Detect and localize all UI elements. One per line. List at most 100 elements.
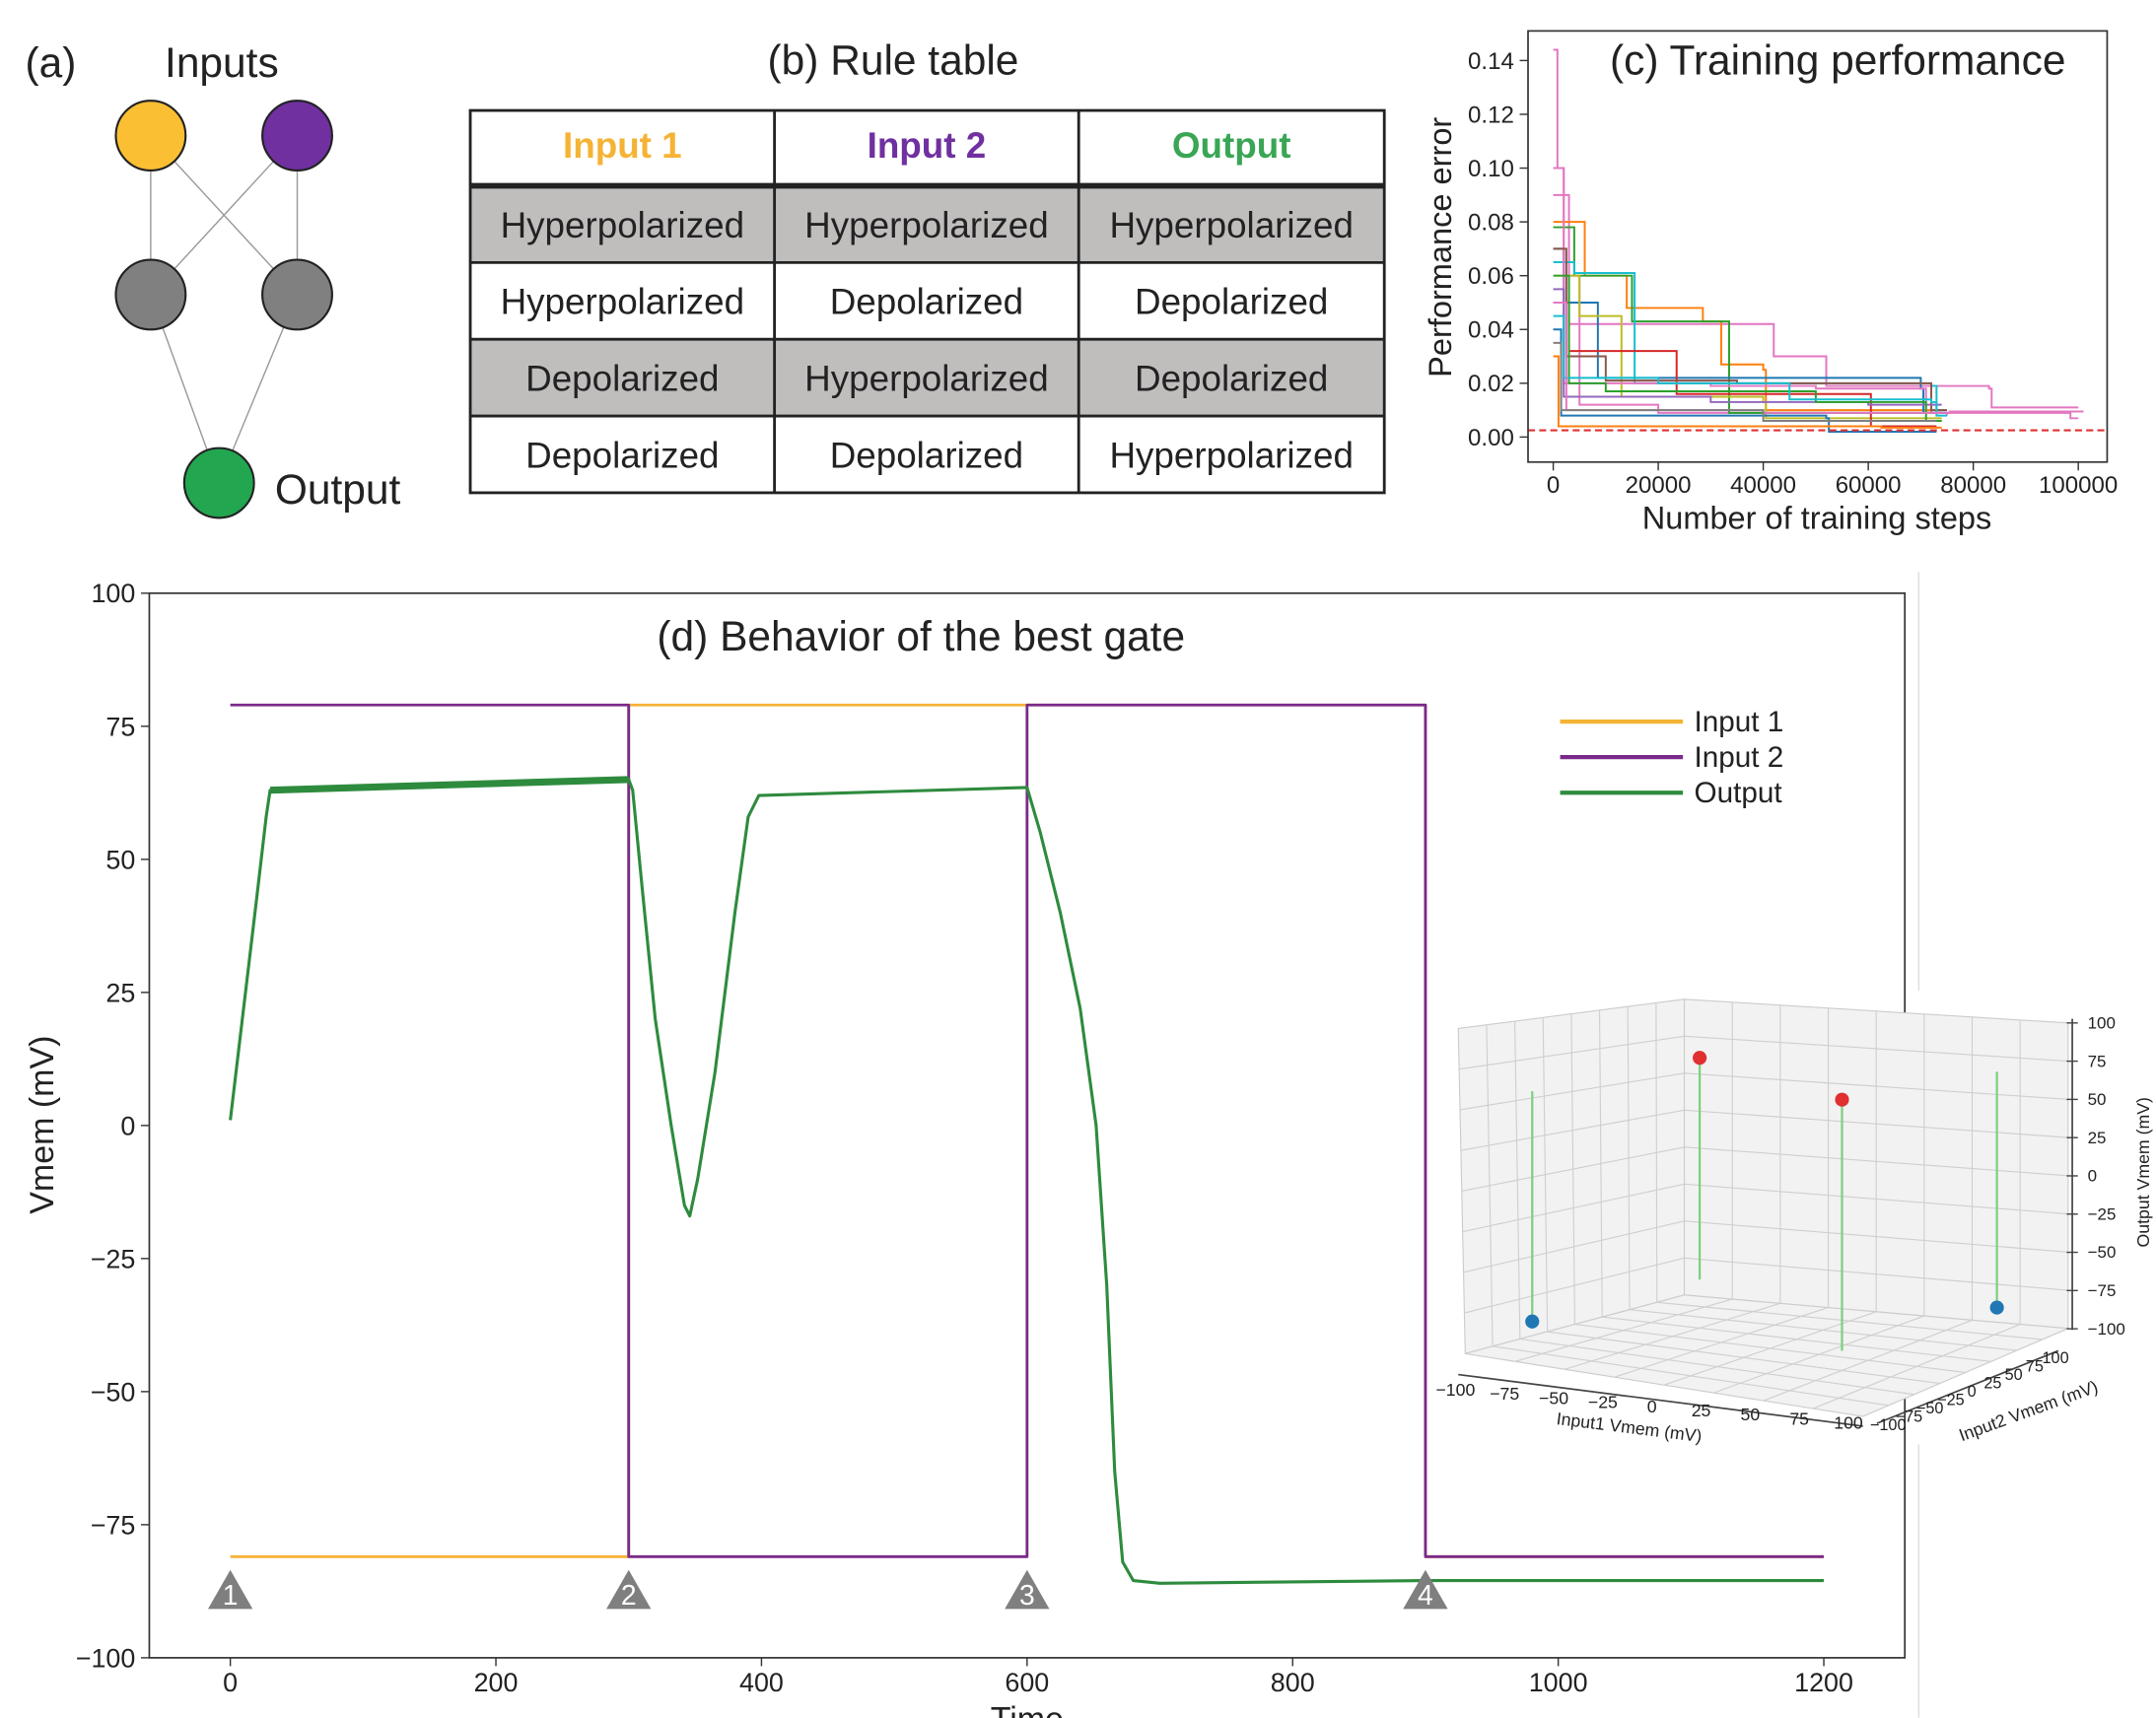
chart-d-xlabel: Time — [991, 1701, 1064, 1718]
grid-line — [1684, 1257, 2068, 1291]
table-cell: Hyperpolarized — [1109, 205, 1353, 245]
y-axis-label: Input2 Vmem (mV) — [1956, 1377, 2100, 1446]
input1-node — [114, 100, 187, 172]
y-tick-label: −100 — [76, 1643, 136, 1673]
inset-3d-scatter: 1007550250−25−50−75−100−100−100−75−75−50… — [1435, 998, 2153, 1446]
z-tick-label: 100 — [2088, 1013, 2116, 1032]
time-marker-label: 1 — [223, 1579, 239, 1611]
y-tick-label: −100 — [1870, 1416, 1907, 1434]
table-cell: Depolarized — [525, 359, 719, 399]
table-cell: Hyperpolarized — [804, 205, 1048, 245]
z-tick-label: −75 — [2088, 1281, 2117, 1300]
y-tick-label: 0.14 — [1468, 48, 1514, 75]
rule-table: (b) Rule table Input 1 Input 2 Output Hyper… — [468, 36, 1386, 495]
time-marker-label: 4 — [1418, 1579, 1433, 1611]
x-tick-label: 1200 — [1794, 1668, 1853, 1697]
training-curve — [1553, 48, 1949, 416]
training-curve — [1553, 274, 1942, 423]
training-curve — [1553, 355, 1942, 429]
chart-c-ylabel: Performance error — [1423, 117, 1458, 378]
hidden-node — [114, 258, 187, 331]
output-label: Output — [275, 466, 401, 513]
inputs-label: Inputs — [165, 39, 279, 86]
x-tick-label: 100000 — [2039, 472, 2118, 499]
x-tick-label: 50 — [1741, 1405, 1761, 1424]
hidden-node — [261, 258, 333, 331]
table-cell: Depolarized — [830, 435, 1023, 475]
axes-frame — [1527, 30, 2109, 463]
x-tick-label: −75 — [1490, 1384, 1519, 1404]
table-header-cell: Input 1 — [563, 125, 682, 166]
x-tick-label: 100 — [1834, 1413, 1863, 1433]
x-tick-label: 600 — [1005, 1668, 1049, 1697]
best-gate-behavior-chart: 1 2 3 40 200 400 600 800 1000 12001007550250−25−5… — [24, 579, 1907, 1718]
x-tick-label: 0 — [223, 1668, 238, 1697]
grid-line — [1656, 1301, 2043, 1340]
table-cell: Hyperpolarized — [1109, 435, 1353, 475]
x-tick-label: 400 — [739, 1668, 784, 1697]
x-tick-label: 40000 — [1730, 472, 1796, 499]
x-tick-label: −25 — [1588, 1393, 1618, 1412]
z-tick-label: −100 — [2088, 1320, 2125, 1339]
series-line-input-2 — [230, 703, 1825, 1558]
data-point — [1835, 1092, 1849, 1107]
y-tick-label: −25 — [1937, 1392, 1965, 1409]
panel-a-label: (a) — [25, 39, 76, 86]
y-tick-label: 0.00 — [1468, 425, 1514, 451]
grid-line — [1464, 1257, 1685, 1314]
y-tick-label: −50 — [1916, 1400, 1944, 1417]
plot-area — [1528, 48, 2108, 433]
x-tick-label: 75 — [1789, 1409, 1809, 1428]
y-tick-label: −25 — [91, 1244, 136, 1273]
grid-line — [1813, 1324, 2021, 1409]
table-border — [468, 108, 1386, 495]
y-tick-label: 100 — [2043, 1349, 2069, 1367]
x-tick-label: 80000 — [1940, 472, 2006, 499]
rule-table-title: (b) Rule table — [768, 36, 1019, 83]
grid-line — [1684, 1183, 2068, 1215]
y-tick-label: −75 — [1896, 1409, 1923, 1426]
y-tick-label: −50 — [91, 1377, 136, 1407]
table-header-cell: Input 2 — [868, 125, 987, 166]
grid-line — [1763, 1319, 1973, 1402]
table-cell: Depolarized — [1135, 359, 1328, 399]
y-tick-label: 0.06 — [1468, 263, 1514, 290]
y-tick-label: −75 — [91, 1510, 136, 1540]
input2-node — [261, 100, 333, 172]
output-node — [182, 447, 255, 519]
time-marker-label: 2 — [621, 1579, 637, 1611]
x-axis-label: Input1 Vmem (mV) — [1556, 1409, 1704, 1446]
y-tick-label: 25 — [105, 978, 135, 1007]
training-performance-chart: 0 20000 40000 60000 80000 100000 0.00 0.02 0.04 0… — [1423, 30, 2118, 536]
y-tick-label: 0.12 — [1468, 102, 1514, 128]
panel-a-network: (a) Inputs Output — [25, 39, 401, 519]
x-tick-label: −50 — [1539, 1388, 1568, 1408]
y-tick-label: 75 — [2026, 1358, 2044, 1376]
table-cell: Depolarized — [830, 282, 1023, 322]
y-tick-label: 0.10 — [1468, 156, 1514, 182]
grid-line — [1627, 1006, 1631, 1310]
chart-c-xlabel: Number of training steps — [1642, 501, 1992, 536]
grid-line — [1629, 1309, 2017, 1351]
grid-line — [1713, 1315, 1925, 1394]
data-point — [1989, 1300, 2004, 1315]
z-tick-label: −25 — [2088, 1204, 2117, 1223]
legend-label: Input 2 — [1694, 741, 1783, 774]
grid-line — [1598, 1009, 1603, 1318]
y-tick-label: 0 — [1968, 1383, 1977, 1401]
table-header-cell: Output — [1172, 125, 1291, 166]
x-tick-label: 0 — [1547, 472, 1560, 499]
x-axis-3d — [1458, 1373, 1863, 1427]
table-cell: Hyperpolarized — [501, 205, 744, 245]
y-tick-label: 0.02 — [1468, 371, 1514, 397]
grid-line — [1462, 1183, 1685, 1233]
z-tick-label: 0 — [2088, 1167, 2097, 1186]
x-tick-label: −100 — [1435, 1380, 1475, 1400]
grid-line — [1570, 1013, 1575, 1325]
table-cell: Hyperpolarized — [804, 359, 1048, 399]
table-cell: Hyperpolarized — [501, 282, 744, 322]
x-tick-label: 800 — [1271, 1668, 1315, 1697]
x-tick-label: 0 — [1647, 1397, 1657, 1416]
grid-line — [1684, 1220, 2068, 1253]
